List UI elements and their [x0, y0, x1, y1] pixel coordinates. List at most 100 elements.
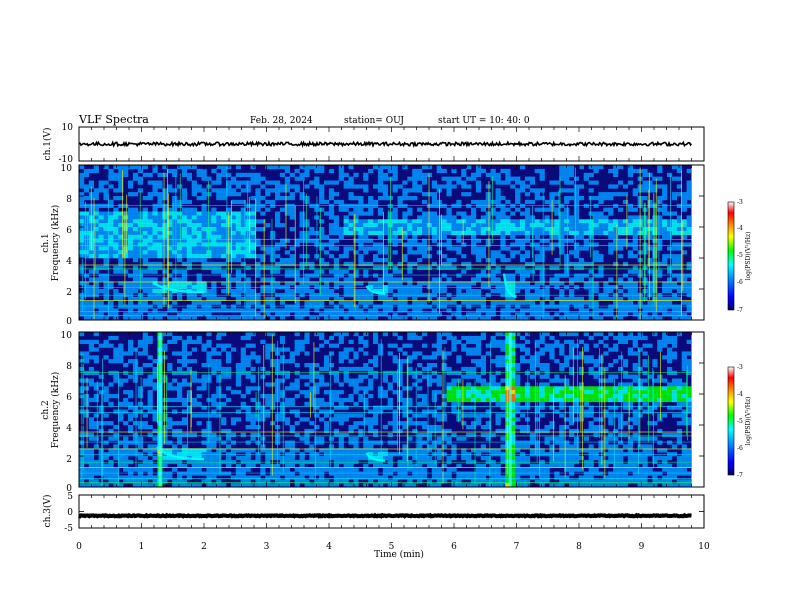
spectrogram-cell [132, 250, 139, 255]
spectrogram-cell [583, 230, 589, 236]
spectrogram-cell [167, 339, 173, 344]
spectrogram-cell [456, 289, 462, 294]
spectrogram-cell [475, 238, 482, 243]
spectrogram-cell [137, 386, 143, 391]
spectrogram-cell [328, 467, 335, 472]
spectrogram-cell [177, 199, 183, 205]
spectrogram-cell [343, 230, 349, 236]
spectrogram-cell [397, 471, 403, 476]
spectrogram-cell [196, 196, 202, 201]
spectrogram-cell [377, 165, 384, 170]
spectrogram-cell [142, 308, 148, 313]
spectrogram-cell [93, 425, 99, 430]
spectrogram-cell [505, 265, 511, 270]
spectrogram-cell [191, 296, 197, 301]
spectrogram-cell [289, 203, 295, 208]
spectrogram-cell [132, 215, 139, 220]
spectrogram-cell [618, 192, 624, 197]
spectrogram-cell [79, 265, 85, 270]
spectrogram-cell [314, 386, 320, 391]
spectrogram-cell [324, 261, 330, 267]
spectrogram-cell [480, 269, 486, 274]
spectrogram-cell [627, 269, 633, 274]
spectrogram-cell [632, 215, 638, 220]
spectrogram-cell [230, 180, 237, 185]
spectrogram-cell [245, 370, 251, 375]
spectrogram-cell [436, 347, 442, 352]
spectrogram-cell [676, 277, 682, 282]
spectrogram-cell [368, 281, 374, 286]
spectrogram-cell [338, 296, 344, 301]
spectrogram-cell [128, 428, 134, 434]
spectrogram-cell [294, 479, 300, 484]
spectrogram-cell [191, 234, 197, 239]
spectrogram-cell [279, 401, 286, 406]
spectrogram-cell [505, 223, 511, 228]
spectrogram-cell [79, 203, 85, 208]
spectrogram-cell [265, 192, 271, 197]
spectrogram-cell [79, 242, 85, 247]
spectrogram-cell [93, 196, 99, 201]
spectrogram-cell [191, 207, 197, 212]
spectrogram-cell [191, 483, 197, 488]
spectrogram-cell [446, 215, 452, 220]
spectrogram-cell [113, 176, 119, 181]
spectrogram-cell [206, 312, 212, 317]
spectrogram-cell [147, 335, 153, 341]
spectrogram-cell [686, 273, 692, 278]
spectrogram-cell [216, 363, 222, 368]
spectrogram-cell [407, 250, 413, 255]
spectrogram-cell [632, 308, 638, 313]
spectrogram-cell [240, 401, 246, 406]
spectrogram-cell [279, 370, 286, 375]
spectrogram-cell [265, 483, 271, 488]
spectrogram-cell [456, 359, 462, 364]
spectrogram-cell [456, 234, 462, 239]
spectrogram-cell [368, 471, 374, 476]
spectrogram-cell [358, 254, 364, 259]
spectrogram-cell [191, 238, 197, 243]
spectrogram-cell [98, 382, 104, 387]
spectrogram-cell [363, 273, 369, 278]
spectrogram-cell [529, 308, 535, 313]
spectrogram-cell [466, 192, 472, 197]
spectrogram-cell [382, 176, 388, 181]
spectrogram-cell [431, 223, 437, 228]
spectrogram-cell [475, 296, 482, 301]
spectrogram-cell [324, 448, 330, 453]
spectrogram-cell [108, 382, 114, 387]
spectrogram-cell [186, 227, 192, 232]
spectrogram-cell [451, 409, 457, 414]
spectrogram-cell [191, 211, 197, 216]
spectrogram-cell [186, 471, 192, 476]
spectrogram-cell [128, 273, 134, 278]
spectrogram-cell [289, 273, 295, 278]
spectrogram-cell [524, 281, 531, 286]
spectrogram-cell [534, 242, 540, 247]
spectrogram-cell [578, 223, 584, 228]
spectrogram-cell [162, 296, 168, 301]
spectrogram-cell [250, 234, 256, 239]
spectrogram-cell [270, 308, 276, 313]
spectrogram-cell [181, 444, 188, 449]
spectrogram-cell [431, 230, 437, 236]
spectrogram-cell [250, 211, 256, 216]
spectrogram-cell [255, 359, 261, 364]
spectrogram-cell [118, 382, 124, 387]
spectrogram-cell [402, 258, 408, 263]
spectrogram-cell [191, 463, 197, 468]
spectrogram-cell [255, 238, 261, 243]
spectrogram-cell [279, 467, 286, 472]
spectrogram-cell [554, 281, 560, 286]
spectrogram-cell [426, 223, 433, 228]
spectrogram-cell [353, 351, 359, 356]
spectrogram-cell [559, 188, 565, 193]
spectrogram-cell [490, 250, 496, 255]
spectrogram-cell [564, 207, 570, 212]
spectrogram-cell [686, 230, 692, 236]
spectrogram-cell [270, 258, 276, 263]
spectrogram-cell [240, 471, 246, 476]
spectrogram-cell [132, 467, 139, 472]
spectrogram-cell [613, 192, 619, 197]
spectrogram-cell [426, 254, 433, 259]
